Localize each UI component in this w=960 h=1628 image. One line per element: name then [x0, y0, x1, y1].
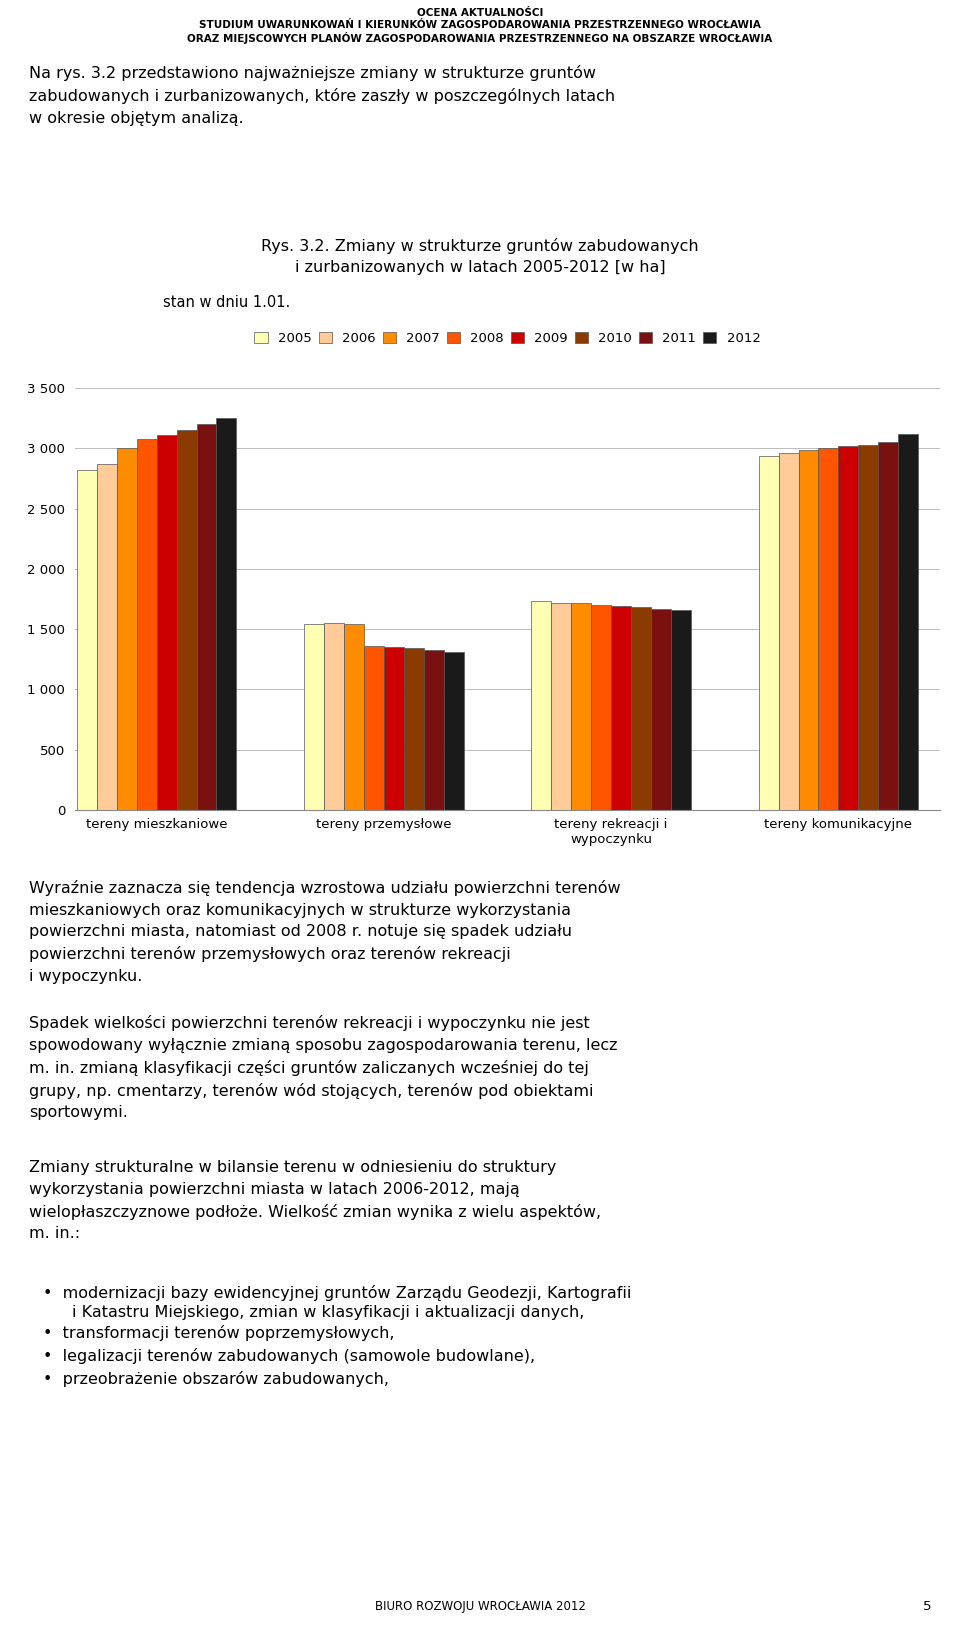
Text: STUDIUM UWARUNKOWAŃ I KIERUNKÓW ZAGOSPODAROWANIA PRZESTRZENNEGO WROCŁAWIA: STUDIUM UWARUNKOWAŃ I KIERUNKÓW ZAGOSPOD… [199, 20, 761, 29]
Bar [758, 456, 779, 811]
Bar [404, 648, 423, 811]
Bar [384, 648, 404, 811]
Text: i zurbanizowanych w latach 2005-2012 [w ha]: i zurbanizowanych w latach 2005-2012 [w … [295, 260, 665, 275]
Text: OCENA AKTUALNOŚCI: OCENA AKTUALNOŚCI [417, 8, 543, 18]
Text: Wyraźnie zaznacza się tendencja wzrostowa udziału powierzchni terenów
mieszkanio: Wyraźnie zaznacza się tendencja wzrostow… [29, 881, 620, 983]
Bar [671, 610, 691, 811]
Bar [197, 425, 216, 811]
Bar [344, 624, 364, 811]
Bar [571, 602, 591, 811]
Text: •  transformacji terenów poprzemysłowych,: • transformacji terenów poprzemysłowych, [43, 1325, 395, 1341]
Bar [97, 464, 117, 811]
Text: ORAZ MIEJSCOWYCH PLANÓW ZAGOSPODAROWANIA PRZESTRZENNEGO NA OBSZARZE WROCŁAWIA: ORAZ MIEJSCOWYCH PLANÓW ZAGOSPODAROWANIA… [187, 33, 773, 44]
Text: •  modernizacji bazy ewidencyjnej gruntów Zarządu Geodezji, Kartografii: • modernizacji bazy ewidencyjnej gruntów… [43, 1284, 632, 1301]
Text: stan w dniu 1.01.: stan w dniu 1.01. [163, 295, 291, 309]
Bar [779, 453, 799, 811]
Bar [799, 449, 819, 811]
Text: Zmiany strukturalne w bilansie terenu w odniesieniu do struktury
wykorzystania p: Zmiany strukturalne w bilansie terenu w … [29, 1161, 601, 1241]
Bar [364, 646, 384, 811]
Bar [551, 602, 571, 811]
Text: Na rys. 3.2 przedstawiono najważniejsze zmiany w strukturze gruntów
zabudowanych: Na rys. 3.2 przedstawiono najważniejsze … [29, 65, 615, 125]
Bar [304, 624, 324, 811]
Bar [878, 441, 899, 811]
Bar [156, 435, 177, 811]
Text: Spadek wielkości powierzchni terenów rekreacji i wypoczynku nie jest
spowodowany: Spadek wielkości powierzchni terenów rek… [29, 1014, 617, 1120]
Bar [117, 448, 136, 811]
Bar [838, 446, 858, 811]
Text: 5: 5 [923, 1600, 931, 1613]
Bar [819, 448, 838, 811]
Bar [899, 433, 918, 811]
Text: Rys. 3.2. Zmiany w strukturze gruntów zabudowanych: Rys. 3.2. Zmiany w strukturze gruntów za… [261, 238, 699, 254]
Bar [136, 438, 156, 811]
Bar [591, 606, 612, 811]
Bar [77, 470, 97, 811]
Text: BIURO ROZWOJU WROCŁAWIA 2012: BIURO ROZWOJU WROCŁAWIA 2012 [374, 1600, 586, 1613]
Bar [631, 607, 651, 811]
Bar [216, 417, 236, 811]
Text: •  przeobrażenie obszarów zabudowanych,: • przeobrażenie obszarów zabudowanych, [43, 1371, 389, 1387]
Bar [532, 601, 551, 811]
Bar [651, 609, 671, 811]
Text: i Katastru Miejskiego, zmian w klasyfikacji i aktualizacji danych,: i Katastru Miejskiego, zmian w klasyfika… [72, 1306, 585, 1320]
Bar [177, 430, 197, 811]
Bar [324, 624, 344, 811]
Bar [858, 444, 878, 811]
Bar [423, 650, 444, 811]
Text: •  legalizacji terenów zabudowanych (samowole budowlane),: • legalizacji terenów zabudowanych (samo… [43, 1348, 536, 1364]
Bar [444, 653, 464, 811]
Bar [612, 606, 631, 811]
Legend: 2005, 2006, 2007, 2008, 2009, 2010, 2011, 2012: 2005, 2006, 2007, 2008, 2009, 2010, 2011… [252, 329, 763, 348]
